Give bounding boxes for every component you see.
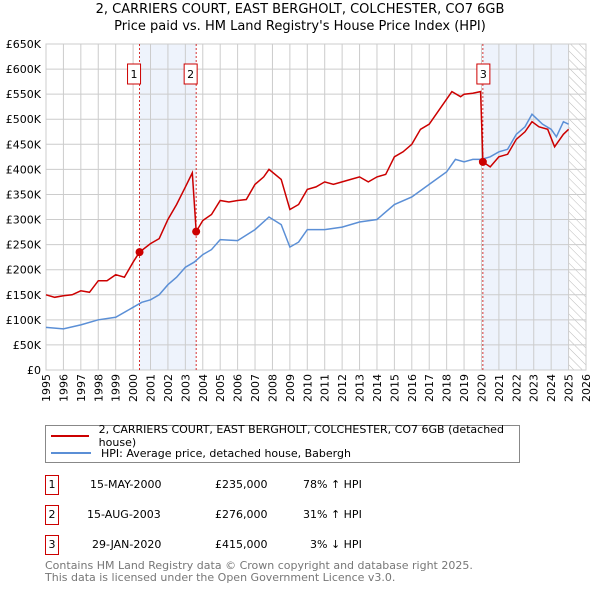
x-tick-label: 2006 <box>232 374 245 402</box>
forecast-hatch <box>568 44 586 370</box>
footer-copyright: Contains HM Land Registry data © Crown c… <box>45 559 473 572</box>
y-tick-label: £200K <box>6 264 42 277</box>
y-tick-label: £350K <box>6 188 42 201</box>
y-tick-label: £300K <box>6 214 42 227</box>
transaction-date: 15-AUG-2003 <box>87 508 161 521</box>
transaction-row: 2 15-AUG-2003 £276,000 31% ↑ HPI <box>45 505 445 525</box>
footer: Contains HM Land Registry data © Crown c… <box>45 560 473 584</box>
legend-label-hpi: HPI: Average price, detached house, Babe… <box>101 446 351 460</box>
y-tick-label: £100K <box>6 314 42 327</box>
x-tick-label: 2003 <box>179 374 192 402</box>
x-tick-label: 1998 <box>92 374 105 402</box>
annotation-box <box>127 63 142 85</box>
x-tick-label: 2026 <box>580 374 593 402</box>
x-tick-label: 2008 <box>266 374 279 402</box>
annotation-label: 1 <box>131 68 138 81</box>
y-tick-label: £550K <box>6 88 42 101</box>
price-chart: 1995 1996 1997 1998 1999 2000 2001 2002 2003 2004… <box>6 38 593 402</box>
annotation-label: 2 <box>187 68 194 81</box>
x-tick-label: 2013 <box>354 374 367 402</box>
x-tick-label: 2009 <box>284 374 297 402</box>
legend-swatch-property <box>51 435 89 437</box>
transaction-date: 15-MAY-2000 <box>90 478 162 491</box>
y-tick-label: £650K <box>6 38 42 51</box>
transaction-date: 29-JAN-2020 <box>92 538 162 551</box>
x-tick-label: 2023 <box>528 374 541 402</box>
x-tick-label: 2004 <box>197 374 210 402</box>
y-tick-label: £250K <box>6 239 42 252</box>
chart-subtitle: Price paid vs. HM Land Registry's House … <box>114 19 486 34</box>
x-tick-label: 2016 <box>406 374 419 402</box>
y-tick-label: £600K <box>6 63 42 76</box>
annotation-box <box>476 63 491 85</box>
x-tick-label: 2011 <box>319 374 332 402</box>
legend-item-hpi: HPI: Average price, detached house, Babe… <box>46 445 351 461</box>
x-tick-label: 2014 <box>371 374 384 402</box>
annotation-label: 3 <box>480 68 487 81</box>
plot-frame <box>45 43 587 371</box>
x-tick-label: 2005 <box>214 374 227 402</box>
annotation-box <box>183 63 198 85</box>
x-tick-label: 2000 <box>127 374 140 402</box>
shaded-range <box>482 44 569 370</box>
transaction-number: 1 <box>45 475 59 495</box>
x-tick-label: 2024 <box>545 374 558 402</box>
transaction-price: £235,000 <box>215 478 268 491</box>
transaction-number: 2 <box>45 505 59 525</box>
x-tick-label: 1997 <box>75 374 88 402</box>
hpi-line <box>45 112 569 330</box>
x-tick-label: 2025 <box>563 374 576 402</box>
y-tick-label: £150K <box>6 289 42 302</box>
x-tick-label: 2012 <box>336 374 349 402</box>
x-tick-label: 2019 <box>458 374 471 402</box>
x-tick-label: 2017 <box>423 374 436 402</box>
x-tick-label: 2022 <box>510 374 523 402</box>
sale-point <box>135 248 144 257</box>
x-tick-label: 1996 <box>57 374 70 402</box>
legend-swatch-hpi <box>51 452 91 454</box>
x-tick-label: 2015 <box>388 374 401 402</box>
transaction-hpi: 31% ↑ HPI <box>303 508 362 521</box>
y-tick-label: £500K <box>6 113 42 126</box>
legend-item-property: 2, CARRIERS COURT, EAST BERGHOLT, COLCHE… <box>46 423 519 449</box>
transaction-hpi: 3% ↓ HPI <box>310 538 362 551</box>
transaction-row: 3 29-JAN-2020 £415,000 3% ↓ HPI <box>45 535 445 555</box>
y-tick-label: £450K <box>6 138 42 151</box>
x-tick-label: 1995 <box>40 374 53 402</box>
legend: 2, CARRIERS COURT, EAST BERGHOLT, COLCHE… <box>45 423 520 463</box>
x-tick-label: 2002 <box>162 374 175 402</box>
transaction-price: £415,000 <box>215 538 268 551</box>
transaction-price: £276,000 <box>215 508 268 521</box>
x-tick-label: 2010 <box>301 374 314 402</box>
y-tick-label: £400K <box>6 163 42 176</box>
x-tick-label: 2018 <box>441 374 454 402</box>
footer-licence: This data is licensed under the Open Gov… <box>45 571 396 584</box>
transaction-hpi: 78% ↑ HPI <box>303 478 362 491</box>
x-tick-label: 2001 <box>145 374 158 402</box>
chart-title: 2, CARRIERS COURT, EAST BERGHOLT, COLCHE… <box>95 2 505 17</box>
y-tick-label: £0 <box>27 364 41 377</box>
sale-point <box>478 157 487 166</box>
x-tick-label: 1999 <box>110 374 123 402</box>
transaction-number: 3 <box>45 535 59 555</box>
y-tick-label: £50K <box>13 339 42 352</box>
x-tick-label: 2020 <box>475 374 488 402</box>
x-tick-label: 2007 <box>249 374 262 402</box>
transaction-row: 1 15-MAY-2000 £235,000 78% ↑ HPI <box>45 475 445 495</box>
x-tick-label: 2021 <box>493 374 506 402</box>
legend-label-property: 2, CARRIERS COURT, EAST BERGHOLT, COLCHE… <box>98 423 504 449</box>
sale-point <box>192 227 201 236</box>
